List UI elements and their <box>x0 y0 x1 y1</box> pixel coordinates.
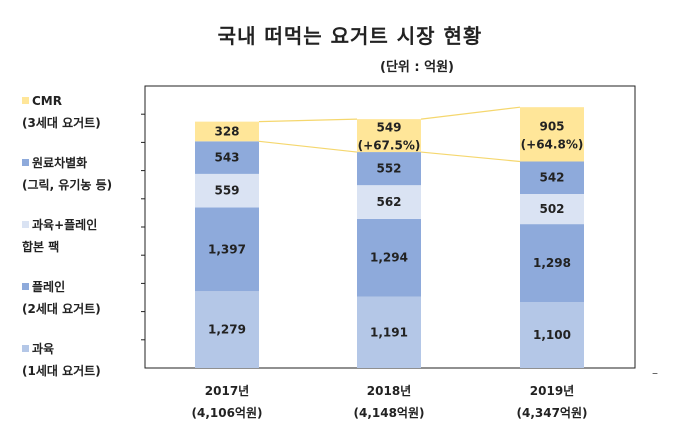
x-tick-label: 2017년 <box>204 384 250 398</box>
x-tick-label: 2019년 <box>529 384 575 398</box>
legend-item-cmr: CMR (3세대 요거트) <box>22 90 152 134</box>
x-total-label: (4,106억원) <box>191 406 263 420</box>
bar-segment <box>195 121 259 142</box>
bar-segment <box>520 224 584 302</box>
bar-segment <box>520 194 584 225</box>
bar-segment <box>195 207 259 292</box>
bar-segment <box>357 152 421 186</box>
legend-swatch-fruit <box>22 345 29 352</box>
bar-value-label: 559 <box>214 184 239 198</box>
legend-swatch-plain <box>22 283 29 290</box>
bar-segment <box>357 185 421 219</box>
bar-value-label: 1,298 <box>533 256 571 270</box>
x-total-label: (4,148억원) <box>353 406 425 420</box>
footer-mark: – <box>652 366 658 380</box>
legend-swatch-combo <box>22 221 29 228</box>
x-total-label: (4,347억원) <box>516 406 588 420</box>
legend-label: 과육 <box>32 342 55 356</box>
bar-segment <box>357 119 421 153</box>
legend-label: 원료차별화 <box>32 156 88 170</box>
x-axis-label-2019: 2019년 (4,347억원) <box>497 380 607 424</box>
bar-value-label: 543 <box>214 151 239 165</box>
legend-label: 과육+플레인 <box>32 218 98 232</box>
legend-sublabel: (2세대 요거트) <box>22 302 101 316</box>
legend-sublabel: (그릭, 유기농 등) <box>22 178 113 192</box>
connector-line <box>420 151 521 163</box>
bar-value-label: 905 <box>539 119 564 133</box>
bar-value-label: 562 <box>376 195 401 209</box>
bar-segment <box>357 296 421 368</box>
bar-segment <box>520 107 584 162</box>
bar-segment <box>357 218 421 297</box>
bar-value-label: 542 <box>539 171 564 185</box>
bar-value-label: 1,294 <box>370 251 408 265</box>
bar-value-label: 1,191 <box>370 325 408 339</box>
legend-swatch-cmr <box>22 97 29 104</box>
connector-line <box>258 140 358 153</box>
bar-value-label: 1,279 <box>208 323 246 337</box>
chart-title: 국내 떠먹는 요거트 시장 현황 <box>217 24 483 48</box>
legend-label: 플레인 <box>32 280 66 294</box>
legend-item-plain: 플레인 (2세대 요거트) <box>22 276 152 320</box>
growth-label: (+64.8%) <box>521 137 584 151</box>
legend-sublabel: 합본 팩 <box>22 240 60 254</box>
connector-line <box>258 118 358 123</box>
bar-value-label: 1,397 <box>208 242 246 256</box>
bar-value-label: 549 <box>376 121 401 135</box>
bar-segment <box>520 161 584 194</box>
connector-line <box>420 106 521 120</box>
bar-segment <box>195 141 259 174</box>
bar-value-label: 1,100 <box>533 328 571 342</box>
bar-value-label: 502 <box>539 202 564 216</box>
growth-label: (+67.5%) <box>358 139 421 153</box>
unit-label: (단위 : 억원) <box>380 60 454 75</box>
legend-item-combo: 과육+플레인 합본 팩 <box>22 214 152 258</box>
bar-value-label: 552 <box>376 162 401 176</box>
legend-item-fruit: 과육 (1세대 요거트) <box>22 338 152 382</box>
x-tick-label: 2018년 <box>366 384 412 398</box>
legend-sublabel: (3세대 요거트) <box>22 116 101 130</box>
bar-segment <box>195 173 259 208</box>
bar-segment <box>520 302 584 368</box>
legend-label: CMR <box>32 94 62 108</box>
bar-value-label: 328 <box>214 124 239 138</box>
legend-sublabel: (1세대 요거트) <box>22 364 101 378</box>
x-axis-label-2017: 2017년 (4,106억원) <box>172 380 282 424</box>
x-axis-label-2018: 2018년 (4,148억원) <box>334 380 444 424</box>
legend-swatch-ingredient <box>22 159 29 166</box>
legend-item-ingredient: 원료차별화 (그릭, 유기농 등) <box>22 152 152 196</box>
bar-segment <box>195 291 259 368</box>
